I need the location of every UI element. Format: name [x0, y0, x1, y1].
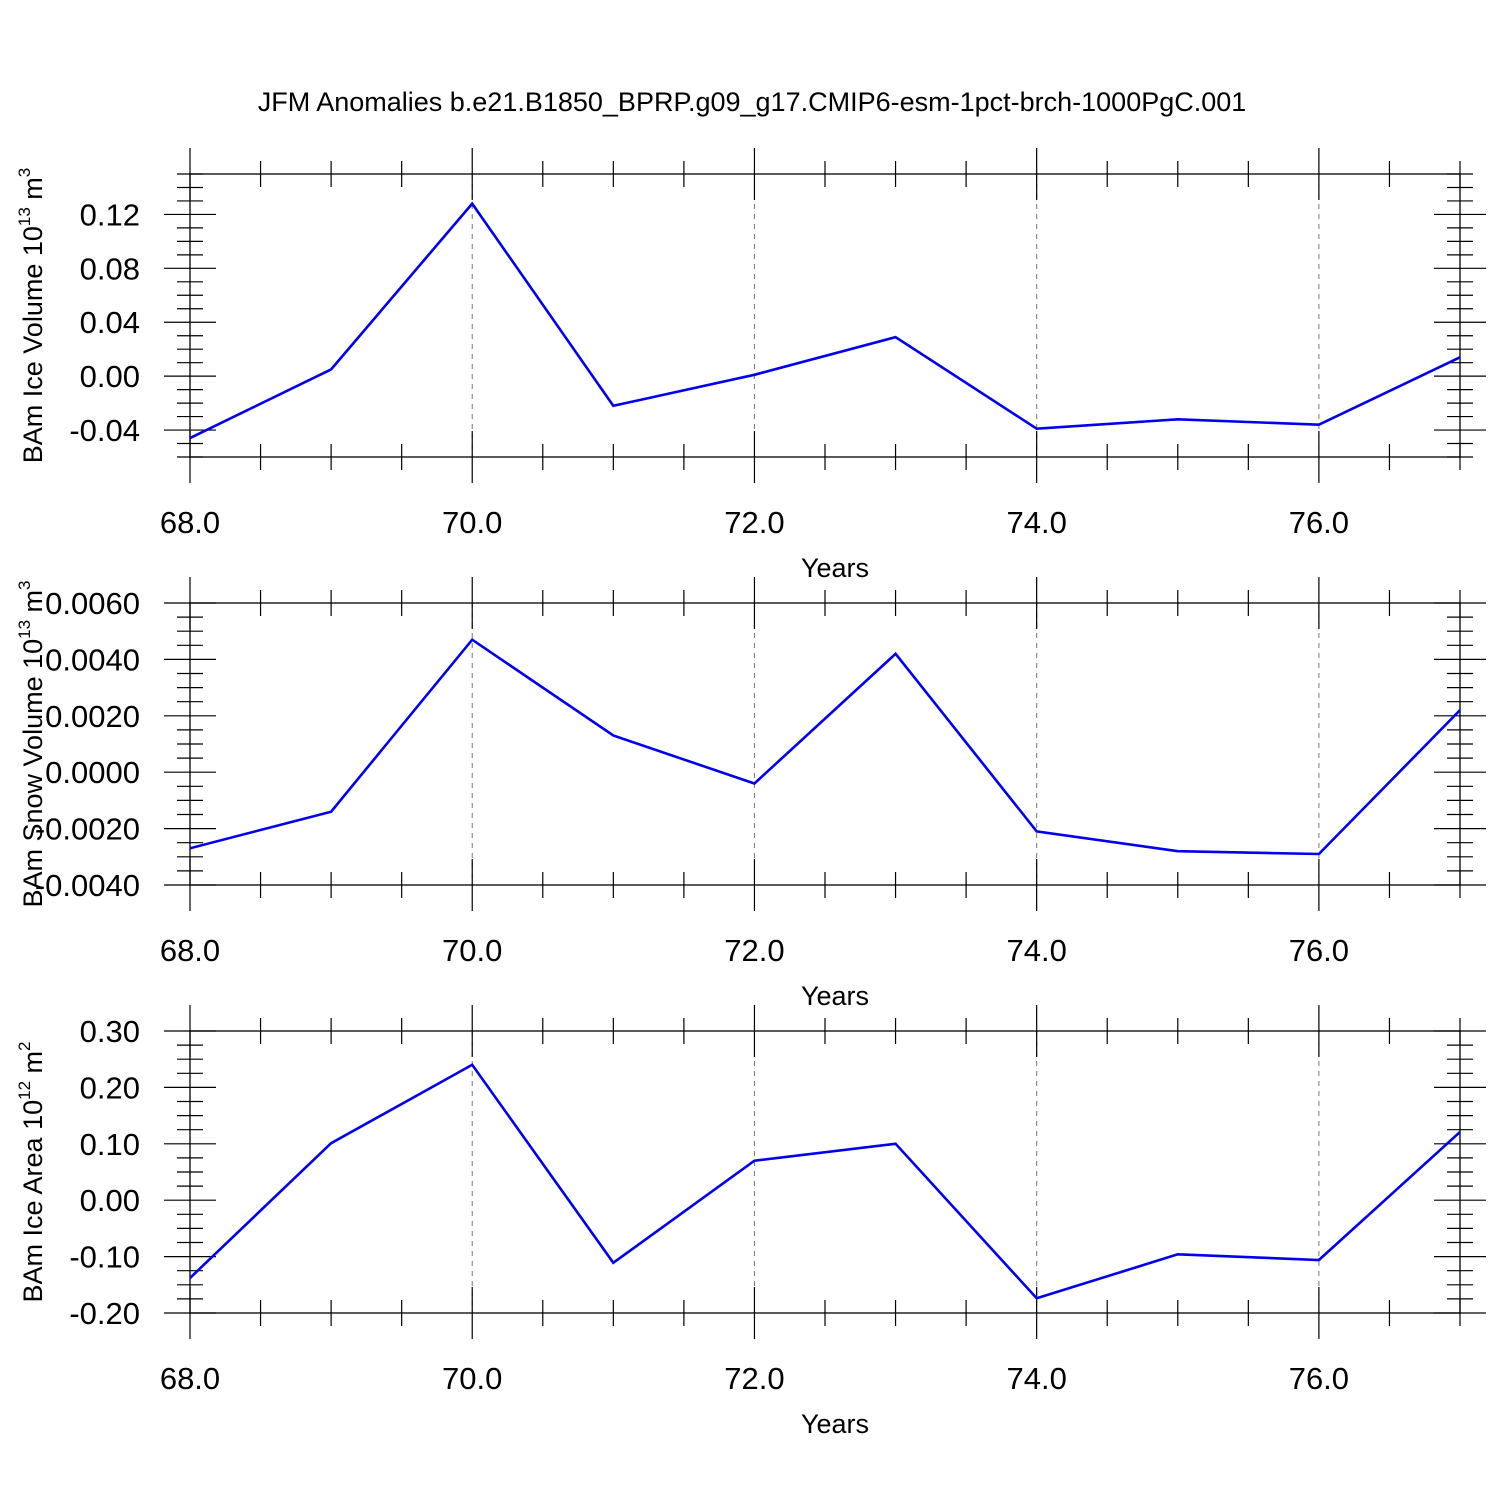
y-tick-label: 0.20 [80, 1070, 140, 1105]
x-tick-label: 74.0 [1006, 1361, 1066, 1396]
y-axis-title: BAm Ice Area 1012 m2 [15, 1042, 48, 1303]
y-tick-label: 0.0060 [45, 586, 140, 621]
y-axis-title-part: m [18, 590, 48, 620]
plot-frame [189, 1030, 1461, 1314]
x-tick-label: 72.0 [724, 505, 784, 540]
y-tick-label: -0.0040 [35, 868, 140, 903]
x-axis-title: Years [801, 553, 869, 583]
y-axis-title-exponent: 13 [15, 620, 34, 639]
y-axis-title-part: m [18, 177, 48, 207]
series-line [190, 637, 1460, 856]
y-axis-title-part: BAm Ice Area 10 [18, 1100, 48, 1303]
plot-frame [189, 173, 1461, 458]
x-tick-label: 72.0 [724, 1361, 784, 1396]
y-axis-title-exponent: 3 [15, 168, 34, 177]
y-axis-title: BAm Ice Volume 1013 m3 [15, 168, 48, 464]
series-line [190, 201, 1460, 440]
x-tick-label: 70.0 [442, 933, 502, 968]
y-axis-title-exponent: 13 [15, 207, 34, 226]
y-tick-label: 0.08 [80, 251, 140, 286]
series-line [190, 1063, 1460, 1300]
x-tick-label: 70.0 [442, 1361, 502, 1396]
x-tick-label: 68.0 [160, 1361, 220, 1396]
y-tick-label: 0.04 [80, 305, 140, 340]
panel-3: 68.0 70.0 72.0 74.0 76.0 -0.20 -0.10 0.00 0.10 0.… [15, 1005, 1486, 1439]
plot-frame [189, 602, 1461, 886]
y-tick-label: 0.0020 [45, 699, 140, 734]
x-tick-label: 76.0 [1289, 1361, 1349, 1396]
x-axis-title: Years [801, 981, 869, 1011]
y-tick-label: 0.30 [80, 1014, 140, 1049]
figure-title: JFM Anomalies b.e21.B1850_BPRP.g09_g17.C… [258, 87, 1247, 117]
y-axis-title-part: BAm Snow Volume 10 [18, 639, 48, 908]
y-axis-title-part: BAm Ice Volume 10 [18, 226, 48, 463]
x-axis-title: Years [801, 1409, 869, 1439]
y-tick-label: 0.0040 [45, 642, 140, 677]
y-tick-label: 0.00 [80, 1183, 140, 1218]
y-tick-label: -0.20 [69, 1296, 140, 1331]
y-tick-label: -0.0020 [35, 812, 140, 847]
x-tick-label: 72.0 [724, 933, 784, 968]
x-tick-label: 74.0 [1006, 505, 1066, 540]
y-axis-title-exponent: 3 [15, 580, 34, 589]
y-axis-title-exponent: 12 [15, 1081, 34, 1100]
y-tick-label: 0.0000 [45, 755, 140, 790]
x-tick-label: 68.0 [160, 933, 220, 968]
x-tick-label: 76.0 [1289, 933, 1349, 968]
y-tick-label: 0.12 [80, 197, 140, 232]
y-tick-label: -0.10 [69, 1240, 140, 1275]
y-tick-label: -0.04 [69, 413, 140, 448]
y-axis-title: BAm Snow Volume 1013 m3 [15, 580, 48, 907]
x-tick-label: 74.0 [1006, 933, 1066, 968]
y-axis-title-part: m [18, 1051, 48, 1081]
x-tick-label: 76.0 [1289, 505, 1349, 540]
y-axis-title-exponent: 2 [15, 1042, 34, 1051]
x-tick-label: 68.0 [160, 505, 220, 540]
x-tick-label: 70.0 [442, 505, 502, 540]
panel-2: 68.0 70.0 72.0 74.0 76.0 -0.0040 -0.0020 0.0000… [15, 577, 1486, 1011]
y-tick-label: 0.00 [80, 359, 140, 394]
y-tick-label: 0.10 [80, 1127, 140, 1162]
panel-1: 68.0 70.0 72.0 74.0 76.0 -0.04 0.00 0.04 0.08 0.1… [15, 148, 1486, 583]
